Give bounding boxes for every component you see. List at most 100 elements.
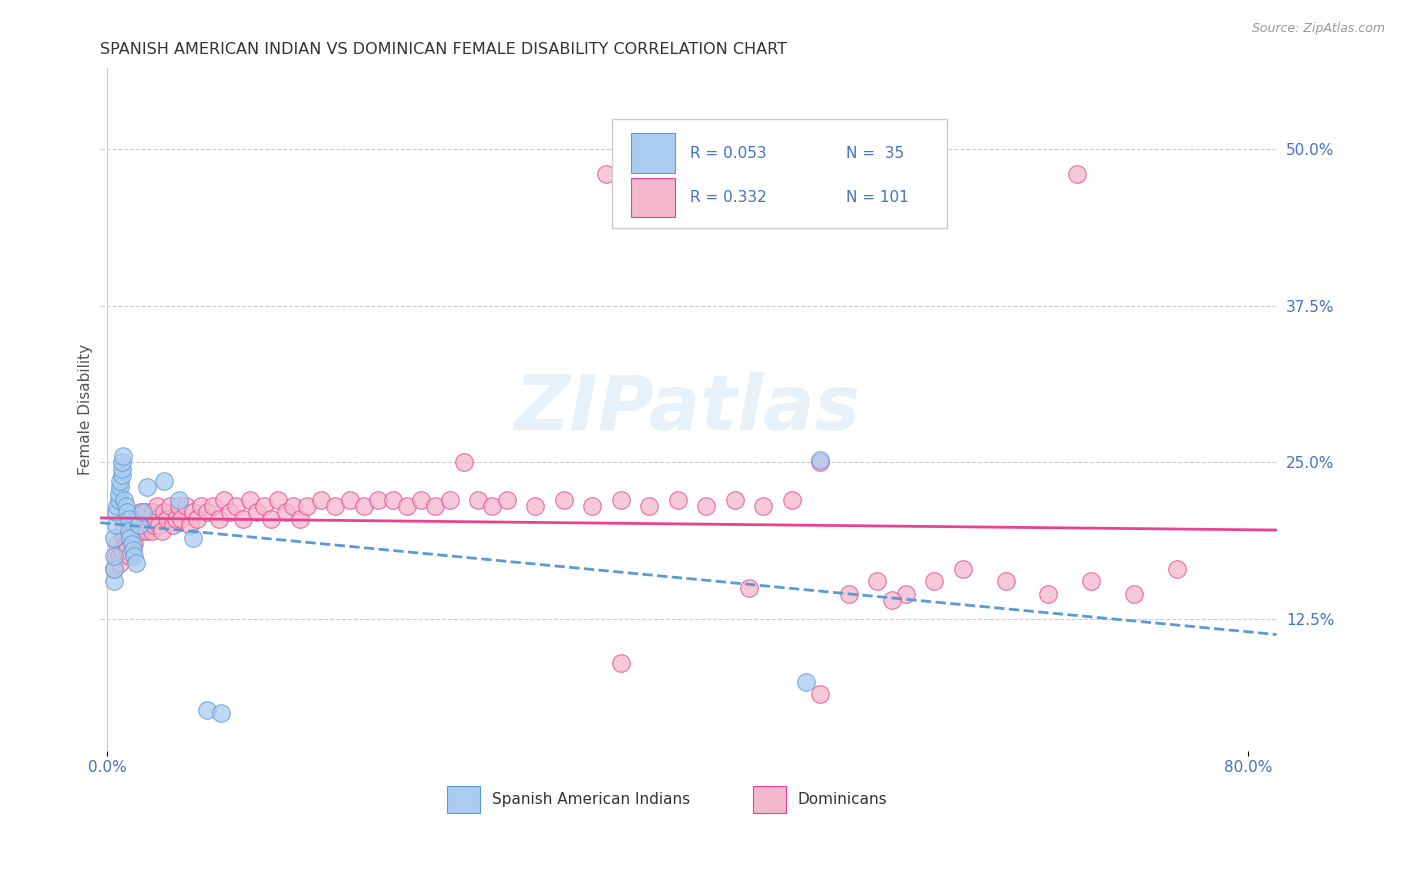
Point bbox=[103, 531, 125, 545]
Point bbox=[146, 499, 169, 513]
Point bbox=[425, 499, 447, 513]
Point bbox=[794, 674, 817, 689]
Point bbox=[115, 537, 138, 551]
Point bbox=[174, 499, 197, 513]
Point bbox=[195, 506, 218, 520]
Bar bbox=[631, 178, 675, 218]
Point bbox=[122, 518, 145, 533]
Point bbox=[117, 506, 139, 520]
Point bbox=[132, 518, 155, 533]
Point bbox=[105, 537, 128, 551]
Point bbox=[253, 499, 276, 513]
Point bbox=[1123, 587, 1146, 601]
Point bbox=[124, 537, 146, 551]
Point bbox=[738, 581, 761, 595]
Text: N = 101: N = 101 bbox=[846, 190, 908, 205]
Point bbox=[103, 549, 125, 564]
Point bbox=[142, 506, 165, 520]
Point bbox=[128, 518, 150, 533]
Point bbox=[353, 499, 375, 513]
Point bbox=[281, 499, 304, 513]
Point bbox=[115, 499, 138, 513]
Point bbox=[135, 506, 157, 520]
Point bbox=[695, 499, 717, 513]
Point bbox=[107, 492, 129, 507]
Point bbox=[104, 506, 127, 520]
Point bbox=[367, 492, 389, 507]
Point bbox=[553, 492, 575, 507]
Point bbox=[866, 574, 889, 589]
Point bbox=[122, 543, 145, 558]
Point bbox=[167, 492, 190, 507]
Point bbox=[153, 474, 176, 488]
Point bbox=[209, 706, 232, 720]
Text: R = 0.332: R = 0.332 bbox=[689, 190, 766, 205]
Point bbox=[309, 492, 332, 507]
Point bbox=[118, 512, 141, 526]
Point bbox=[325, 499, 347, 513]
Text: R = 0.053: R = 0.053 bbox=[689, 145, 766, 161]
Point bbox=[125, 524, 148, 539]
Point bbox=[145, 512, 167, 526]
Point bbox=[666, 492, 689, 507]
Point bbox=[181, 531, 204, 545]
Text: N =  35: N = 35 bbox=[846, 145, 904, 161]
Point bbox=[114, 492, 136, 507]
Point bbox=[724, 492, 747, 507]
Point bbox=[232, 512, 254, 526]
Point bbox=[103, 574, 125, 589]
Point bbox=[148, 518, 170, 533]
Point bbox=[125, 556, 148, 570]
Point bbox=[118, 524, 141, 539]
Y-axis label: Female Disability: Female Disability bbox=[79, 343, 93, 475]
Point bbox=[104, 518, 127, 533]
Point bbox=[609, 492, 631, 507]
Point bbox=[127, 512, 149, 526]
Point bbox=[395, 499, 418, 513]
Point bbox=[838, 587, 860, 601]
Point bbox=[139, 512, 162, 526]
Point bbox=[195, 703, 218, 717]
Point bbox=[994, 574, 1017, 589]
Point bbox=[179, 518, 201, 533]
Point bbox=[143, 518, 166, 533]
Point bbox=[110, 455, 132, 469]
Point bbox=[156, 512, 179, 526]
Bar bbox=[447, 786, 481, 814]
Point bbox=[120, 531, 142, 545]
Point bbox=[110, 461, 132, 475]
Point bbox=[110, 543, 132, 558]
Point bbox=[225, 499, 247, 513]
Point bbox=[108, 556, 131, 570]
Point bbox=[103, 562, 125, 576]
Text: Spanish American Indians: Spanish American Indians bbox=[492, 792, 690, 807]
Point bbox=[201, 499, 224, 513]
Point bbox=[1080, 574, 1102, 589]
Point bbox=[467, 492, 489, 507]
Point bbox=[136, 524, 159, 539]
Point bbox=[136, 480, 159, 494]
Point bbox=[808, 687, 831, 701]
Point bbox=[595, 167, 617, 181]
Point bbox=[1166, 562, 1188, 576]
Point bbox=[439, 492, 461, 507]
Point bbox=[104, 549, 127, 564]
Point bbox=[609, 656, 631, 670]
Point bbox=[112, 524, 135, 539]
Point bbox=[190, 499, 212, 513]
Point bbox=[214, 492, 236, 507]
Point bbox=[107, 486, 129, 500]
Point bbox=[110, 467, 132, 482]
Point bbox=[752, 499, 775, 513]
FancyBboxPatch shape bbox=[612, 119, 948, 228]
Point bbox=[131, 524, 153, 539]
Point bbox=[159, 499, 181, 513]
Point bbox=[114, 531, 136, 545]
Point bbox=[105, 499, 128, 513]
Bar bbox=[631, 133, 675, 173]
Point bbox=[453, 455, 475, 469]
Text: SPANISH AMERICAN INDIAN VS DOMINICAN FEMALE DISABILITY CORRELATION CHART: SPANISH AMERICAN INDIAN VS DOMINICAN FEM… bbox=[100, 42, 787, 57]
Point bbox=[124, 549, 146, 564]
Point bbox=[134, 512, 156, 526]
Point bbox=[267, 492, 290, 507]
